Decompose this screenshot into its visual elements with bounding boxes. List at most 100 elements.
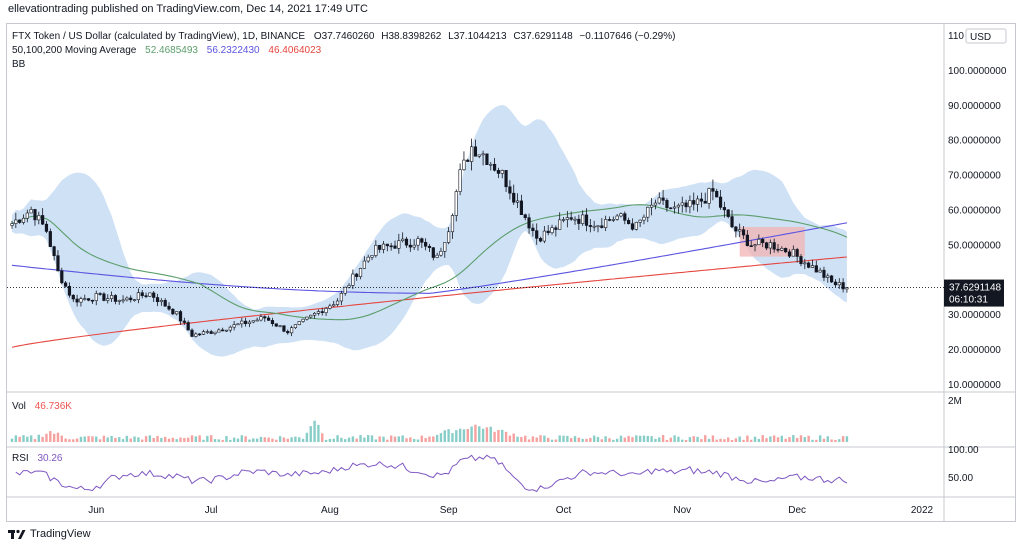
candle-body	[523, 214, 527, 218]
volume-bar	[516, 436, 519, 442]
candle-body	[102, 293, 106, 301]
volume-bar	[462, 429, 466, 442]
volume-bar	[788, 437, 791, 442]
candle-body	[144, 295, 148, 297]
x-tick-label: Dec	[788, 505, 806, 516]
candle-body	[481, 153, 485, 156]
y-tick-label: 30.0000000	[948, 310, 1001, 321]
volume-bar	[723, 439, 726, 442]
candle-body	[695, 198, 700, 205]
candle-body	[41, 215, 45, 225]
candle-body	[646, 206, 650, 218]
candle-body	[385, 243, 389, 247]
volume-bar	[681, 439, 684, 442]
candle-body	[791, 249, 795, 257]
volume-bar	[125, 435, 129, 442]
candle-body	[48, 231, 52, 247]
candle-body	[573, 218, 577, 221]
volume-bar	[658, 437, 661, 442]
candle-body	[650, 204, 654, 208]
candle-body	[274, 323, 278, 327]
candle-body	[427, 245, 432, 248]
x-tick-label: Jun	[88, 505, 104, 516]
candle-body	[293, 324, 298, 329]
candle-body	[289, 327, 294, 334]
candle-body	[60, 270, 64, 284]
candle-body	[431, 247, 435, 258]
volume-bar	[424, 438, 427, 442]
candle-body	[577, 218, 581, 224]
volume-bar	[527, 439, 531, 442]
candle-body	[332, 304, 336, 307]
y-tick-label: 100.0000000	[948, 66, 1007, 77]
candle-body	[312, 313, 317, 316]
x-tick-label: 2022	[911, 505, 934, 516]
candle-body	[757, 238, 761, 246]
price-label-countdown: 06:10:31	[949, 295, 988, 306]
candle-body	[653, 202, 658, 206]
candle-body	[194, 333, 198, 337]
close-value: 37.6291148	[520, 31, 573, 42]
volume-bar	[761, 435, 764, 442]
ma200-value: 46.4064023	[268, 45, 322, 56]
candle-body	[611, 219, 615, 221]
volume-bar	[393, 436, 397, 442]
x-tick-label: Sep	[440, 505, 458, 516]
bb-legend: BB	[12, 58, 25, 72]
volume-bar	[470, 426, 473, 442]
volume-bar	[110, 436, 113, 442]
candle-body	[324, 308, 328, 313]
candle-body	[228, 326, 232, 331]
candle-body	[213, 331, 217, 334]
volume-bar	[271, 438, 274, 442]
x-tick-label: Nov	[673, 505, 691, 516]
volume-bar	[91, 436, 94, 442]
rsi-line	[15, 454, 848, 493]
volume-bar	[106, 437, 109, 442]
candle-body	[397, 240, 401, 249]
volume-bar	[167, 438, 171, 442]
tradingview-footer[interactable]: TradingView	[8, 528, 91, 540]
volume-bar	[592, 435, 596, 442]
volume-bar	[171, 437, 175, 442]
candle-body	[638, 219, 642, 223]
volume-bar	[700, 439, 703, 442]
volume-bar	[742, 439, 745, 442]
candle-body	[404, 238, 409, 246]
candle-body	[569, 217, 573, 220]
candle-body	[584, 214, 589, 226]
volume-bar	[792, 435, 795, 442]
volume-bar	[263, 437, 266, 442]
volume-bar	[569, 438, 573, 442]
volume-bar	[543, 435, 546, 442]
volume-bar	[497, 430, 500, 442]
candle-body	[83, 298, 87, 300]
volume-bar	[845, 436, 849, 442]
volume-bar	[278, 436, 282, 442]
candle-body	[581, 214, 585, 224]
candle-body	[282, 325, 286, 332]
candle-body	[121, 299, 125, 302]
volume-bar	[332, 438, 335, 442]
volume-bar	[236, 438, 240, 442]
volume-bar	[409, 437, 412, 442]
candle-body	[297, 321, 301, 325]
volume-bar	[324, 439, 328, 442]
volume-bar	[389, 435, 393, 442]
candle-body	[519, 200, 523, 215]
candle-body	[818, 269, 822, 273]
volume-bar	[727, 437, 730, 442]
candle-body	[684, 202, 688, 208]
volume-bar	[229, 439, 232, 442]
low-value: 37.1044213	[453, 31, 507, 42]
candle-body	[830, 275, 834, 283]
close-label: C	[513, 31, 521, 42]
ma100-line	[11, 222, 847, 294]
volume-bar	[493, 431, 496, 442]
volume-bar	[328, 438, 332, 442]
candle-body	[764, 242, 769, 249]
volume-bar	[286, 438, 289, 442]
volume-bar	[612, 439, 615, 442]
volume-bar	[175, 439, 178, 442]
